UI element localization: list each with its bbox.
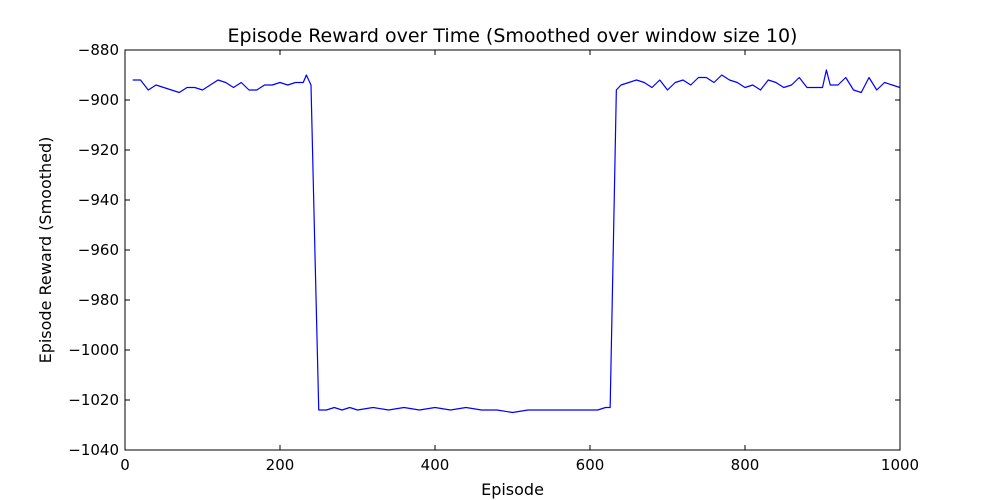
y-tick-label: −980 [78, 291, 119, 309]
chart-title: Episode Reward over Time (Smoothed over … [228, 25, 798, 47]
x-tick-label: 600 [576, 456, 605, 474]
y-tick-label: −960 [78, 241, 119, 259]
x-tick-label: 200 [266, 456, 295, 474]
plot-background [125, 50, 900, 450]
y-tick-label: −1020 [68, 391, 119, 409]
y-tick-label: −1000 [68, 341, 119, 359]
y-tick-label: −900 [78, 91, 119, 109]
plot-frame [124, 49, 901, 451]
x-tick-label: 0 [120, 456, 130, 474]
episode-reward-series-line [132, 69, 901, 414]
x-tick-label: 400 [421, 456, 450, 474]
y-tick-label: −920 [78, 141, 119, 159]
ticks-layer: 0 200 400 600 800 1000 −880 −900 −920 −940 −960 −98… [68, 41, 919, 474]
x-tick-label: 1000 [881, 456, 919, 474]
y-tick-label: −880 [78, 41, 119, 59]
x-tick-label: 800 [731, 456, 760, 474]
y-axis-label: Episode Reward (Smoothed) [36, 137, 55, 364]
y-tick-label: −940 [78, 191, 119, 209]
y-tick-label: −1040 [68, 441, 119, 459]
x-axis-label: Episode [481, 480, 544, 499]
